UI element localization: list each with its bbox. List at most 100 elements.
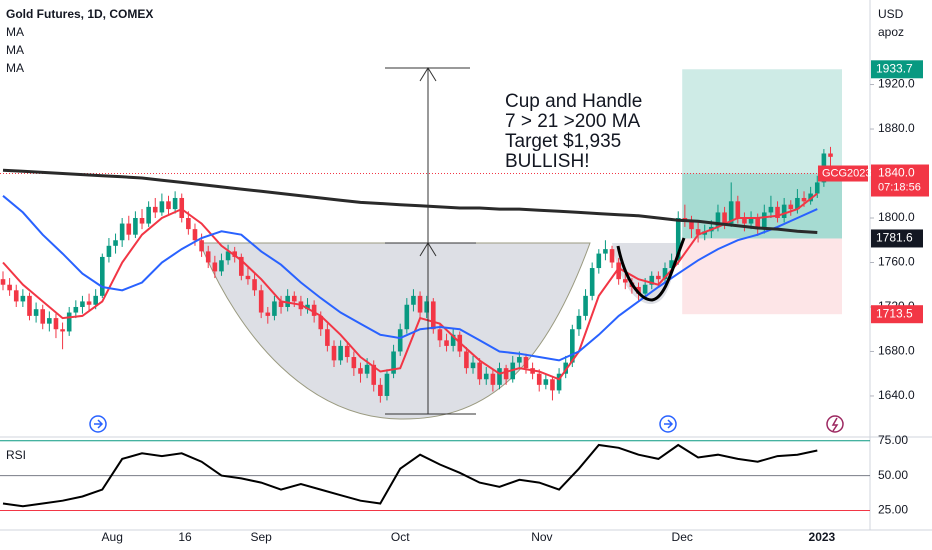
- candle-body: [828, 153, 833, 157]
- candle-body: [305, 304, 310, 310]
- x-tick-label: 2023: [809, 530, 836, 544]
- y-tick-label: 1640.0: [878, 388, 915, 402]
- candle-body: [139, 218, 145, 224]
- candle-body: [517, 357, 522, 363]
- plot-area: [0, 146, 833, 403]
- candle-body: [291, 295, 297, 302]
- candle-body: [27, 295, 32, 316]
- candle-body: [603, 249, 608, 254]
- candle-body: [391, 351, 396, 374]
- candle-body: [318, 315, 324, 330]
- candle-body: [225, 251, 231, 261]
- candle-body: [444, 340, 449, 346]
- candle-body: [596, 253, 602, 269]
- y-tick-label: 1920.0: [878, 77, 915, 91]
- candle-body: [258, 290, 264, 313]
- rsi-tick-label: 50.00: [878, 468, 908, 482]
- handle-curve: [616, 237, 686, 302]
- candle-body: [371, 364, 377, 385]
- last-price-label: 1840.0: [878, 166, 915, 180]
- symbol-label: GCG2023: [822, 167, 872, 179]
- candle-body: [172, 197, 178, 210]
- stop-zone: [682, 238, 842, 315]
- chart-title: Gold Futures, 1D, COMEX: [6, 7, 153, 21]
- candle-body: [86, 301, 92, 305]
- ma-line: [2, 192, 818, 381]
- candle-body: [748, 218, 754, 224]
- candle-body: [536, 373, 542, 385]
- x-tick-label: 16: [178, 530, 192, 544]
- candle-body: [212, 262, 218, 272]
- candle-body: [722, 212, 727, 224]
- candle-body: [556, 373, 562, 391]
- rsi-line: [2, 443, 818, 508]
- annotation-line: Target $1,935: [505, 131, 621, 152]
- candle-body: [252, 279, 257, 291]
- x-tick-label: Nov: [531, 530, 552, 544]
- candle-body: [656, 275, 661, 280]
- unit: apoz: [878, 25, 904, 39]
- candle-body: [490, 373, 496, 385]
- indicator-label: MA: [6, 43, 24, 57]
- candle-body: [503, 368, 509, 380]
- candle-body: [649, 275, 655, 285]
- candle-body: [814, 182, 820, 194]
- annotation: Cup and Handle 7 > 21 >200 MA Target $1,…: [505, 91, 642, 172]
- ma-line: [2, 168, 818, 234]
- candle-body: [20, 295, 26, 302]
- candle-body: [358, 368, 363, 374]
- candle-body: [146, 206, 151, 224]
- candle-body: [497, 368, 502, 385]
- x-tick-label: Sep: [251, 530, 273, 544]
- countdown: 07:18:56: [878, 181, 921, 193]
- candle-body: [622, 279, 628, 283]
- candle-body: [424, 301, 429, 313]
- candle-body: [437, 329, 443, 341]
- candle-body: [272, 301, 277, 316]
- candle-body: [119, 223, 125, 241]
- candle-body: [331, 345, 337, 361]
- annotation-line: Cup and Handle: [505, 91, 642, 112]
- candle-body: [775, 206, 780, 218]
- candle-body: [100, 256, 105, 296]
- candle-body: [378, 384, 383, 396]
- candle-body: [199, 240, 204, 252]
- x-tick-label: Dec: [672, 530, 693, 544]
- candle-body: [73, 306, 79, 313]
- candle-body: [33, 309, 39, 316]
- stop-tag: [871, 305, 923, 324]
- candle-body: [576, 315, 582, 330]
- candle-body: [570, 329, 575, 363]
- x-tick-label: Oct: [391, 530, 410, 544]
- candle-body: [245, 275, 251, 280]
- cup-shape: [199, 242, 591, 420]
- candle-body: [397, 329, 403, 352]
- rsi-label: RSI: [6, 448, 26, 462]
- candle-body: [338, 345, 343, 361]
- candle-body: [715, 212, 721, 227]
- candle-body: [636, 286, 641, 294]
- candle-body: [60, 329, 65, 332]
- candle-body: [550, 379, 555, 391]
- candle-body: [543, 379, 549, 385]
- ma-line: [2, 195, 818, 362]
- candle-body: [325, 329, 330, 346]
- candle-body: [450, 334, 456, 346]
- candle-body: [483, 373, 489, 380]
- candle-body: [755, 218, 760, 230]
- candle-body: [265, 312, 271, 316]
- entry-tag-label: 1781.6: [876, 231, 913, 245]
- candle-body: [239, 256, 244, 276]
- candle-body: [728, 201, 734, 224]
- y-tick-label: 1680.0: [878, 344, 915, 358]
- candle-body: [219, 260, 224, 272]
- stop-tag-label: 1713.5: [876, 306, 913, 320]
- candle-body: [93, 295, 98, 305]
- candle-body: [47, 318, 52, 324]
- candle-body: [464, 351, 469, 369]
- candle-body: [53, 318, 59, 330]
- candle-body: [113, 240, 118, 246]
- annotation-line: BULLISH!: [505, 151, 589, 172]
- candle-body: [186, 218, 191, 230]
